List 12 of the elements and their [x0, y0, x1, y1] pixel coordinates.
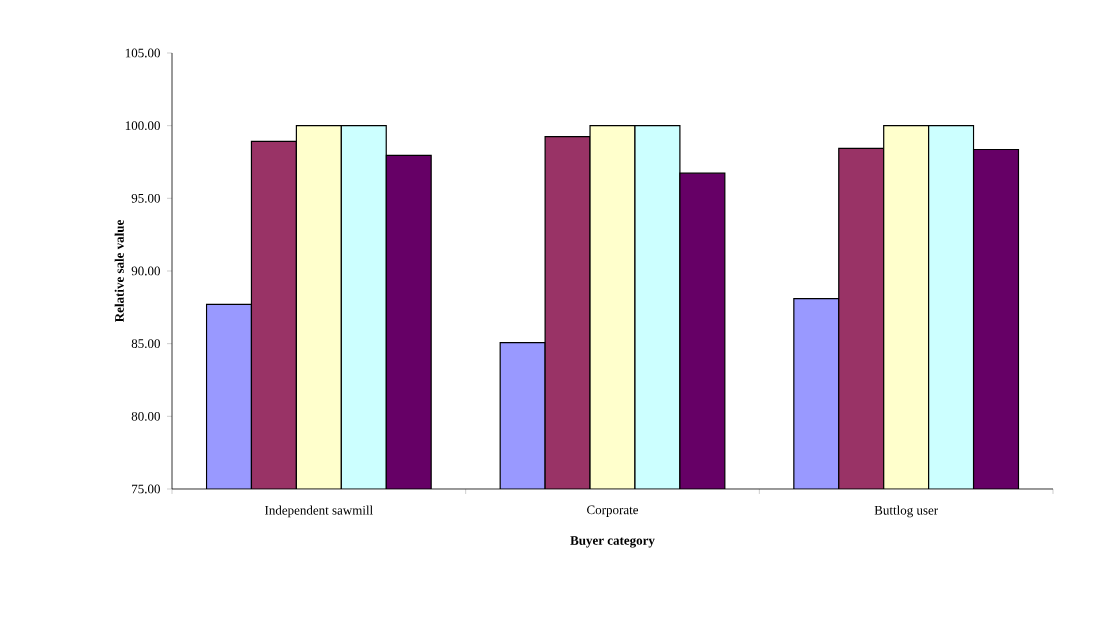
x-tick-label: Corporate — [587, 505, 639, 517]
y-tick-label: 95.00 — [131, 193, 160, 203]
y-tick-label: 80.00 — [131, 411, 160, 421]
y-tick-label: 85.00 — [131, 339, 160, 349]
y-axis-title: Relative sale value — [114, 220, 124, 323]
y-tick-label: 90.00 — [131, 266, 160, 276]
x-tick-label: Independent sawmill — [264, 505, 373, 518]
x-tick-label: Buttlog user — [874, 505, 939, 518]
y-tick-label: 75.00 — [132, 484, 160, 494]
y-tick-label: 100.00 — [125, 121, 160, 131]
y-tick-label: 105.00 — [125, 48, 160, 58]
x-axis-title: Buyer category — [570, 536, 655, 548]
